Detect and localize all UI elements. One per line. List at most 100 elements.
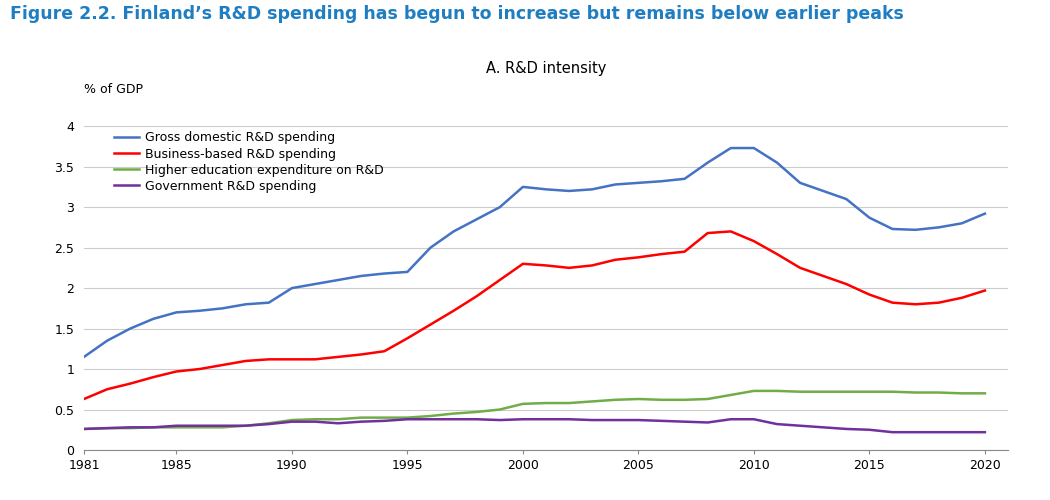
Business-based R&D spending bbox=[563, 265, 575, 271]
Business-based R&D spending bbox=[540, 262, 552, 268]
Business-based R&D spending bbox=[470, 293, 483, 299]
Gross domestic R&D spending bbox=[956, 220, 968, 226]
Higher education expenditure on R&D bbox=[863, 388, 876, 394]
Government R&D spending bbox=[701, 420, 714, 426]
Business-based R&D spending bbox=[586, 262, 598, 268]
Government R&D spending bbox=[286, 418, 298, 424]
Higher education expenditure on R&D bbox=[886, 388, 899, 394]
Higher education expenditure on R&D bbox=[586, 398, 598, 404]
Government R&D spending bbox=[886, 429, 899, 435]
Business-based R&D spending bbox=[701, 230, 714, 236]
Business-based R&D spending bbox=[193, 366, 206, 372]
Gross domestic R&D spending bbox=[101, 338, 113, 344]
Gross domestic R&D spending bbox=[494, 204, 506, 210]
Government R&D spending bbox=[794, 422, 806, 428]
Higher education expenditure on R&D bbox=[632, 396, 645, 402]
Gross domestic R&D spending bbox=[609, 182, 622, 188]
Government R&D spending bbox=[78, 426, 90, 432]
Higher education expenditure on R&D bbox=[494, 406, 506, 412]
Gross domestic R&D spending bbox=[748, 145, 760, 151]
Business-based R&D spending bbox=[655, 251, 668, 257]
Higher education expenditure on R&D bbox=[147, 424, 160, 430]
Business-based R&D spending bbox=[863, 292, 876, 298]
Business-based R&D spending bbox=[748, 238, 760, 244]
Text: A. R&D intensity: A. R&D intensity bbox=[486, 61, 606, 76]
Government R&D spending bbox=[748, 416, 760, 422]
Government R&D spending bbox=[586, 417, 598, 423]
Government R&D spending bbox=[494, 417, 506, 423]
Business-based R&D spending bbox=[239, 358, 252, 364]
Higher education expenditure on R&D bbox=[332, 416, 344, 422]
Gross domestic R&D spending bbox=[817, 188, 830, 194]
Line: Gross domestic R&D spending: Gross domestic R&D spending bbox=[84, 148, 985, 357]
Gross domestic R&D spending bbox=[632, 180, 645, 186]
Business-based R&D spending bbox=[378, 348, 391, 354]
Higher education expenditure on R&D bbox=[517, 401, 529, 407]
Government R&D spending bbox=[401, 416, 414, 422]
Gross domestic R&D spending bbox=[216, 306, 229, 312]
Business-based R&D spending bbox=[101, 386, 113, 392]
Business-based R&D spending bbox=[309, 356, 321, 362]
Business-based R&D spending bbox=[909, 302, 922, 308]
Government R&D spending bbox=[563, 416, 575, 422]
Government R&D spending bbox=[724, 416, 737, 422]
Gross domestic R&D spending bbox=[193, 308, 206, 314]
Higher education expenditure on R&D bbox=[447, 410, 460, 416]
Government R&D spending bbox=[124, 424, 136, 430]
Government R&D spending bbox=[470, 416, 483, 422]
Business-based R&D spending bbox=[678, 248, 691, 254]
Higher education expenditure on R&D bbox=[956, 390, 968, 396]
Higher education expenditure on R&D bbox=[470, 409, 483, 415]
Gross domestic R&D spending bbox=[309, 281, 321, 287]
Business-based R&D spending bbox=[979, 288, 991, 294]
Gross domestic R&D spending bbox=[563, 188, 575, 194]
Gross domestic R&D spending bbox=[378, 270, 391, 276]
Gross domestic R&D spending bbox=[355, 273, 368, 279]
Government R&D spending bbox=[193, 422, 206, 428]
Business-based R&D spending bbox=[170, 368, 183, 374]
Business-based R&D spending bbox=[355, 352, 368, 358]
Higher education expenditure on R&D bbox=[655, 397, 668, 403]
Higher education expenditure on R&D bbox=[817, 388, 830, 394]
Government R&D spending bbox=[909, 429, 922, 435]
Government R&D spending bbox=[447, 416, 460, 422]
Business-based R&D spending bbox=[78, 396, 90, 402]
Gross domestic R&D spending bbox=[470, 216, 483, 222]
Government R&D spending bbox=[424, 416, 437, 422]
Line: Government R&D spending: Government R&D spending bbox=[84, 419, 985, 432]
Government R&D spending bbox=[979, 429, 991, 435]
Government R&D spending bbox=[956, 429, 968, 435]
Business-based R&D spending bbox=[332, 354, 344, 360]
Business-based R&D spending bbox=[817, 273, 830, 279]
Business-based R&D spending bbox=[494, 277, 506, 283]
Government R&D spending bbox=[239, 422, 252, 428]
Government R&D spending bbox=[309, 418, 321, 424]
Higher education expenditure on R&D bbox=[724, 392, 737, 398]
Government R&D spending bbox=[655, 418, 668, 424]
Higher education expenditure on R&D bbox=[771, 388, 783, 394]
Business-based R&D spending bbox=[886, 300, 899, 306]
Government R&D spending bbox=[817, 424, 830, 430]
Gross domestic R&D spending bbox=[932, 224, 945, 230]
Gross domestic R&D spending bbox=[655, 178, 668, 184]
Higher education expenditure on R&D bbox=[678, 397, 691, 403]
Gross domestic R&D spending bbox=[424, 244, 437, 250]
Higher education expenditure on R&D bbox=[401, 414, 414, 420]
Higher education expenditure on R&D bbox=[563, 400, 575, 406]
Government R&D spending bbox=[540, 416, 552, 422]
Gross domestic R&D spending bbox=[78, 354, 90, 360]
Higher education expenditure on R&D bbox=[216, 424, 229, 430]
Business-based R&D spending bbox=[147, 374, 160, 380]
Gross domestic R&D spending bbox=[724, 145, 737, 151]
Gross domestic R&D spending bbox=[794, 180, 806, 186]
Business-based R&D spending bbox=[956, 295, 968, 301]
Business-based R&D spending bbox=[424, 322, 437, 328]
Government R&D spending bbox=[170, 422, 183, 428]
Higher education expenditure on R&D bbox=[170, 424, 183, 430]
Business-based R&D spending bbox=[932, 300, 945, 306]
Higher education expenditure on R&D bbox=[932, 390, 945, 396]
Business-based R&D spending bbox=[517, 261, 529, 267]
Higher education expenditure on R&D bbox=[378, 414, 391, 420]
Gross domestic R&D spending bbox=[701, 160, 714, 166]
Business-based R&D spending bbox=[124, 380, 136, 386]
